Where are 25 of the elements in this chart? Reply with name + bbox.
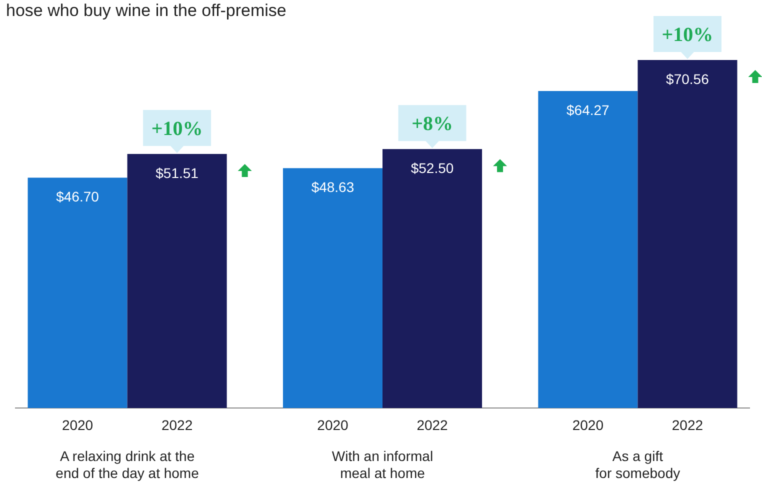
bar (382, 149, 482, 408)
chart-title: hose who buy wine in the off-premise (6, 1, 286, 20)
x-tick-label: As a gift for somebody (595, 448, 680, 481)
data-label: $51.51 (156, 164, 199, 181)
series-label: 2022 (161, 417, 193, 433)
x-tick-label: A relaxing drink at the end of the day at home (56, 448, 200, 481)
data-label: $64.27 (566, 102, 610, 118)
bar (638, 60, 738, 408)
text: 2020 (317, 417, 348, 433)
data-label: $48.63 (311, 179, 354, 196)
data-label: $52.50 (410, 160, 454, 176)
bar (538, 91, 638, 408)
annotation: +10% (151, 118, 203, 140)
data-label: $70.56 (666, 71, 710, 87)
bar (282, 168, 382, 408)
text: 2020 (572, 417, 604, 433)
text: 2022 (672, 417, 704, 433)
data-label: $46.70 (56, 188, 100, 205)
series-label: 2020 (62, 417, 94, 433)
annotation: +10% (662, 24, 714, 46)
bar (28, 178, 128, 408)
x-tick-label: With an informal meal at home (332, 448, 434, 481)
bar (127, 154, 227, 408)
annotation: +8% (412, 113, 453, 136)
text: 2022 (416, 417, 448, 433)
